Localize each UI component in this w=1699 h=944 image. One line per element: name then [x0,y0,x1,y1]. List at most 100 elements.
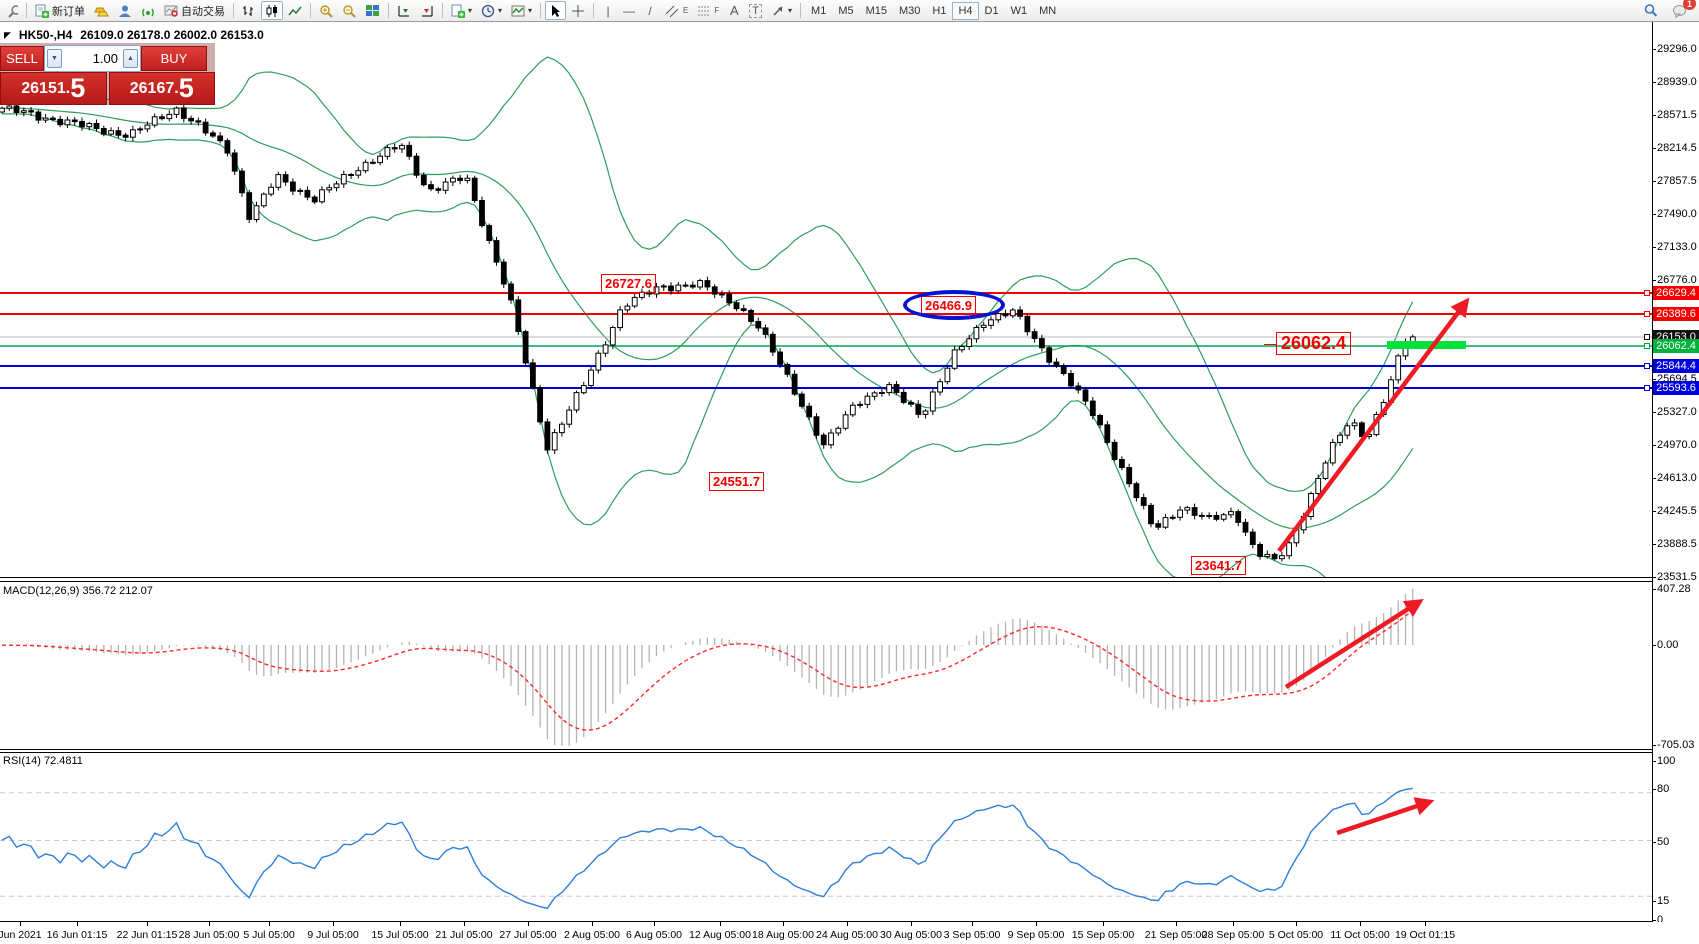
time-tick-label: 11 Oct 05:00 [1330,929,1390,941]
buy-price-display[interactable]: 26167. 5 [108,72,215,105]
time-tick-label: 21 Jul 05:00 [435,929,493,941]
text-label-icon: T [749,3,763,18]
macd-indicator-canvas[interactable] [0,582,1652,749]
channel-tool-button[interactable]: E [661,1,692,20]
market-watch-gold-button[interactable] [90,1,113,20]
text-tool-button[interactable]: A [724,1,744,20]
axis-tick-mark [1652,745,1656,746]
panel-separator [0,752,1652,753]
sell-price-display[interactable]: 26151. 5 [0,72,107,105]
cursor-tool-button[interactable] [545,1,567,20]
time-tick-mark [77,922,78,926]
one-click-trading-panel: SELL ▼ 1.00 ▲ BUY 26151. 5 26167. 5 [0,43,215,105]
notifications-button[interactable]: 1 [1668,0,1696,20]
periods-button[interactable]: ▾ [477,1,506,20]
price-annotation[interactable]: 23641.7 [1191,556,1246,575]
price-annotation[interactable]: 26727.6 [601,274,656,293]
signals-button[interactable] [137,1,159,20]
tile-windows-button[interactable] [361,1,384,20]
axis-tick-mark [1652,445,1656,446]
time-tick-label: 5 Jul 05:00 [243,929,295,941]
axis-tick-label: 24970.0 [1657,439,1697,451]
timeframe-button-h4[interactable]: H4 [952,1,979,20]
panel-separator[interactable] [0,577,1652,578]
highlight-ellipse[interactable] [903,290,1005,320]
horizontal-line-tool-button[interactable]: — [619,1,639,20]
timeframe-button-mn[interactable]: MN [1039,4,1057,17]
cursor-icon [552,4,561,17]
dropdown-caret-icon: ▾ [468,6,473,15]
trendline-tool-button[interactable]: / [640,1,660,20]
arrows-tool-button[interactable]: ▾ [767,1,796,20]
sell-button[interactable]: SELL [0,46,44,71]
volume-increase-button[interactable]: ▲ [123,49,138,68]
bar-chart-mode-button[interactable] [238,1,260,20]
volume-value[interactable]: 1.00 [92,51,118,66]
time-tick-mark [209,922,210,926]
chart-shift-button[interactable] [416,1,438,20]
time-tick-mark [1360,922,1361,926]
rsi-indicator-canvas[interactable] [0,752,1652,921]
axis-tick-mark [1652,247,1656,248]
zoom-out-button[interactable] [338,1,360,20]
autotrading-button[interactable]: 自动交易 [160,1,229,20]
symbol-timeframe-label: HK50-,H4 [18,28,73,42]
arrow-objects-icon [773,5,783,16]
crosshair-icon [572,4,585,17]
timeframe-button-m1[interactable]: M1 [811,4,827,17]
panel-separator [0,581,1652,582]
price-axis-line [1652,22,1653,922]
time-tick-mark [911,922,912,926]
new-order-icon [35,4,49,18]
axis-tick-label: 0.00 [1657,639,1679,651]
price-level-anchor [1644,311,1650,317]
volume-decrease-button[interactable]: ▼ [47,49,62,68]
add-indicator-button[interactable]: ▾ [447,1,476,20]
time-tick-mark [20,922,21,926]
time-tick-mark [592,922,593,926]
dropdown-caret-icon: ▾ [788,6,793,15]
price-annotation[interactable]: 24551.7 [709,472,764,491]
time-tick-mark [720,922,721,926]
panel-separator[interactable] [0,749,1652,750]
timeframe-button-m5[interactable]: M5 [838,4,854,17]
line-chart-icon [288,6,302,15]
add-indicator-icon [451,4,465,18]
timeframe-button-w1[interactable]: W1 [1010,4,1028,17]
price-annotation[interactable]: 26062.4 [1263,332,1352,355]
templates-button[interactable]: ▾ [507,1,536,20]
zoom-in-button[interactable] [315,1,337,20]
price-chart-canvas[interactable] [0,22,1652,610]
axis-tick-mark [1652,115,1656,116]
vertical-line-tool-button[interactable]: | [598,1,618,20]
buy-button[interactable]: BUY [141,46,207,71]
chat-bubble-icon [1673,4,1686,18]
axis-tick-mark [1652,82,1656,83]
timeframe-button-m30[interactable]: M30 [899,4,921,17]
text-label-tool-button[interactable]: T [745,1,766,20]
timeframe-button-d1[interactable]: D1 [984,4,999,17]
timeframe-button-h1[interactable]: H1 [932,4,947,17]
axis-tick-label: 407.28 [1657,583,1691,595]
axis-tick-label: 28939.0 [1657,76,1697,88]
time-tick-mark [464,922,465,926]
profile-button[interactable] [114,1,136,20]
timeframe-button-m15[interactable]: M15 [865,4,887,17]
axis-tick-label: 26776.0 [1657,274,1697,286]
line-chart-mode-button[interactable] [284,1,306,20]
crosshair-tool-button[interactable] [567,1,589,20]
axis-tick-mark [1652,761,1656,762]
candlestick-mode-button[interactable] [261,1,283,20]
axis-tick-mark [1652,842,1656,843]
ohlc-bars-icon [243,5,253,16]
new-order-button[interactable]: 新订单 [31,1,89,20]
axis-tick-mark [1652,49,1656,50]
ohlc-values: 26109.0 26178.0 26002.0 26153.0 [80,28,264,42]
axis-tick-label: 24613.0 [1657,472,1697,484]
search-button[interactable] [1639,1,1662,20]
time-tick-label: 2 Aug 05:00 [563,929,621,941]
auto-scroll-button[interactable] [393,1,415,20]
main-toolbar: 新订单 自动交易 [0,0,1699,22]
fibonacci-tool-button[interactable]: F [693,1,723,20]
